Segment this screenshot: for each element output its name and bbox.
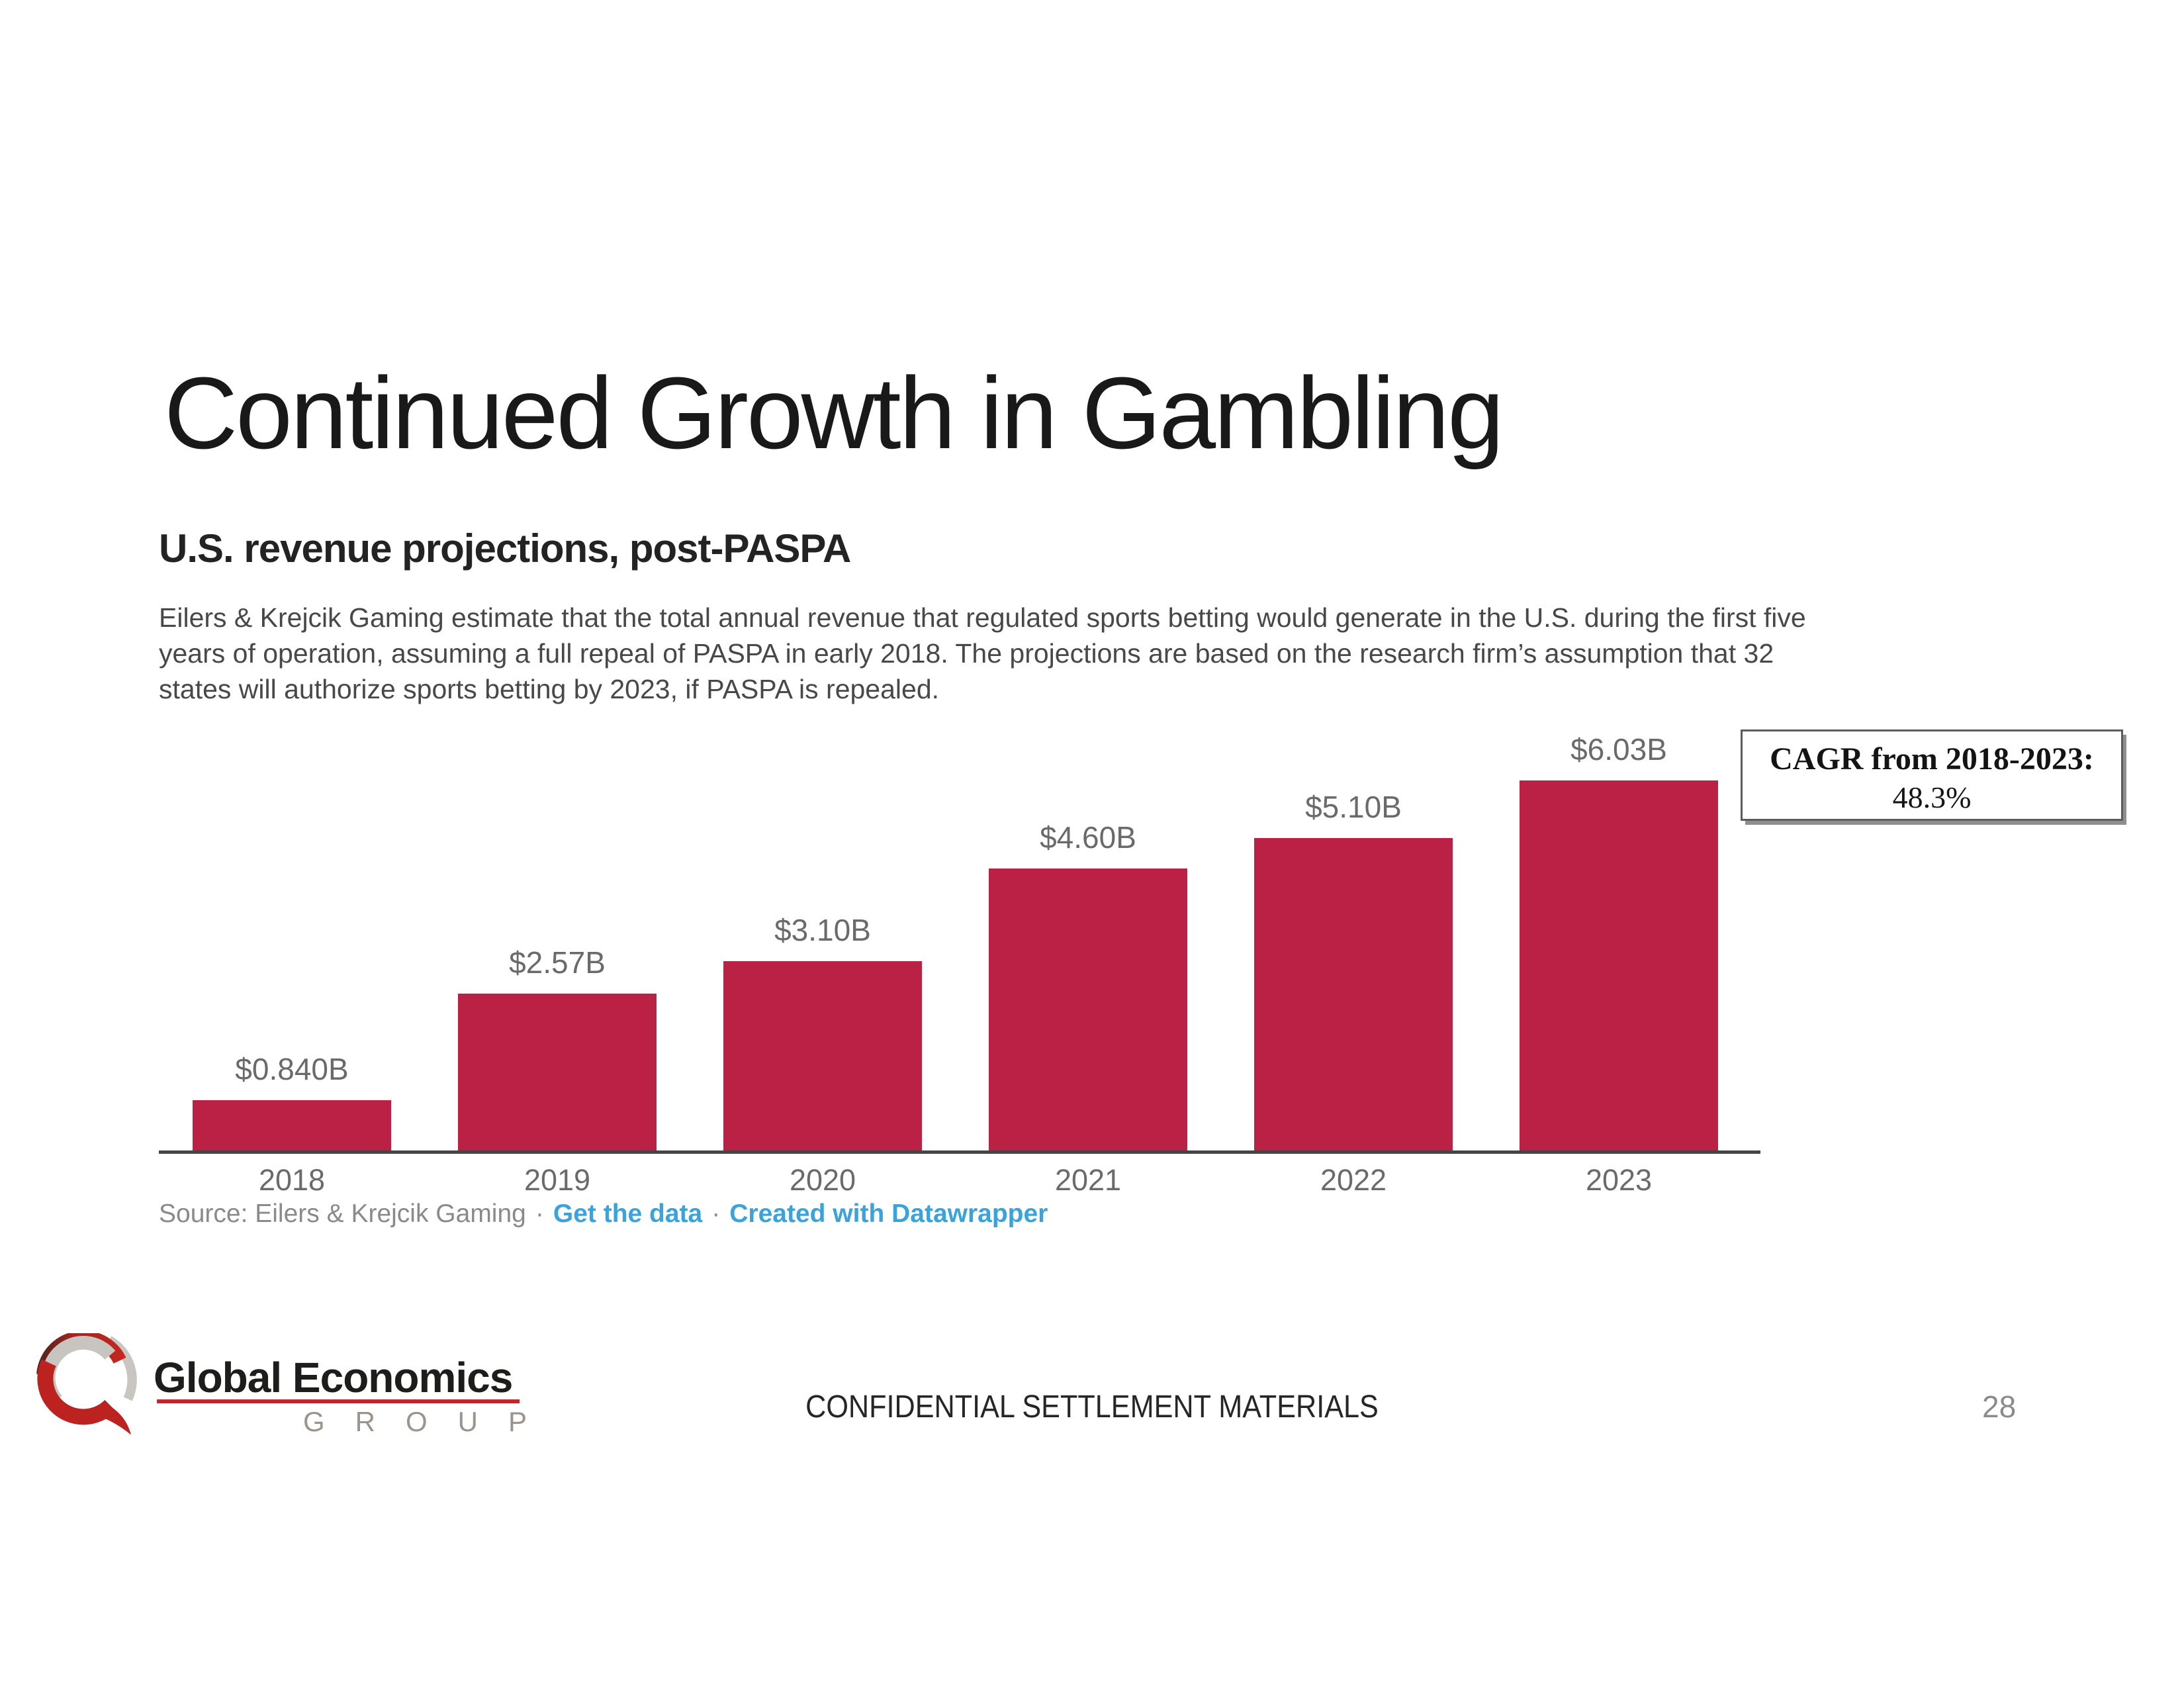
- bar-value-label: $3.10B: [774, 913, 871, 947]
- bar-2018: [193, 1100, 391, 1152]
- logo-red-underline: [157, 1399, 520, 1403]
- bar-value-label: $5.10B: [1305, 790, 1402, 824]
- global-economics-logo-swirl-icon: [36, 1333, 137, 1435]
- x-axis-tick-label: 2020: [789, 1163, 856, 1197]
- slide-title: Continued Growth in Gambling: [164, 356, 1504, 470]
- x-axis-tick-label: 2021: [1054, 1163, 1122, 1197]
- bar-2021: [989, 868, 1187, 1152]
- bar-value-label: $2.57B: [509, 945, 606, 980]
- separator-dot: ·: [711, 1199, 721, 1228]
- bar-value-label: $0.840B: [235, 1052, 349, 1086]
- logo-text-group: GROUP: [303, 1406, 558, 1437]
- chart-source-line: Source: Eilers & Krejcik Gaming · Get the …: [159, 1199, 1048, 1229]
- x-axis-line: [159, 1150, 1760, 1154]
- bar-value-label: $4.60B: [1040, 820, 1136, 855]
- logo-text-global-economics: Global Economics: [154, 1354, 513, 1401]
- separator-dot: ·: [535, 1199, 544, 1228]
- confidentiality-notice: CONFIDENTIAL SETTLEMENT MATERIALS: [805, 1389, 1379, 1425]
- cagr-label: CAGR from 2018-2023:: [1770, 741, 2094, 776]
- x-axis-tick-label: 2023: [1585, 1163, 1653, 1197]
- x-axis-tick-label: 2018: [258, 1163, 326, 1197]
- bar-2022: [1254, 838, 1453, 1152]
- datawrapper-link[interactable]: Created with Datawrapper: [729, 1199, 1048, 1228]
- x-axis-tick-label: 2019: [523, 1163, 591, 1197]
- chart-title: U.S. revenue projections, post-PASPA: [159, 526, 851, 571]
- get-the-data-link[interactable]: Get the data: [553, 1199, 703, 1228]
- cagr-value: 48.3%: [1892, 780, 1972, 814]
- x-axis-tick-label: 2022: [1320, 1163, 1387, 1197]
- cagr-callout-box: CAGR from 2018-2023: 48.3%: [1741, 729, 2123, 821]
- chart-description: Eilers & Krejcik Gaming estimate that th…: [159, 602, 1806, 705]
- source-text: Source: Eilers & Krejcik Gaming: [159, 1199, 526, 1228]
- bar-2023: [1520, 780, 1718, 1152]
- bar-2019: [458, 994, 657, 1152]
- page-number: 28: [1982, 1389, 2017, 1424]
- bar-2020: [723, 961, 922, 1152]
- bar-value-label: $6.03B: [1570, 732, 1667, 767]
